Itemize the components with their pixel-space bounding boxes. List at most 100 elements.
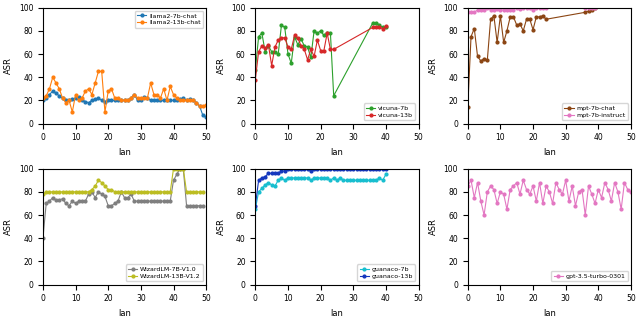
- WizardLM-13B-V1.2: [75, 190, 83, 194]
- guanaco-13b: [346, 167, 354, 171]
- WizardLM-7B-V1.0: [98, 192, 106, 196]
- WizardLM-13B-V1.2: [49, 190, 56, 194]
- mpt-7b-instruct: [470, 10, 478, 14]
- guanaco-7b: [382, 173, 390, 176]
- WizardLM-13B-V1.2: [121, 190, 129, 194]
- mpt-7b-chat: [588, 8, 596, 12]
- WizardLM-7B-V1.0: [147, 199, 154, 203]
- WizardLM-7B-V1.0: [117, 190, 125, 194]
- WizardLM-7B-V1.0: [59, 197, 67, 201]
- WizardLM-7B-V1.0: [154, 199, 161, 203]
- Line: mpt-7b-chat: mpt-7b-chat: [467, 6, 596, 109]
- WizardLM-7B-V1.0: [157, 199, 164, 203]
- WizardLM-13B-V1.2: [56, 190, 63, 194]
- mpt-7b-chat: [523, 17, 531, 21]
- vicuna-7b: [376, 23, 383, 27]
- Legend: mpt-7b-chat, mpt-7b-instruct: mpt-7b-chat, mpt-7b-instruct: [562, 103, 628, 120]
- guanaco-13b: [258, 176, 266, 180]
- WizardLM-13B-V1.2: [88, 188, 96, 192]
- gpt-3.5-turbo-0301: [520, 178, 527, 182]
- mpt-7b-instruct: [474, 8, 481, 12]
- vicuna-13b: [294, 36, 301, 40]
- vicuna-13b: [304, 58, 312, 62]
- vicuna-7b: [330, 94, 337, 98]
- WizardLM-13B-V1.2: [98, 181, 106, 185]
- X-axis label: lan: lan: [118, 309, 131, 318]
- vicuna-7b: [287, 62, 295, 65]
- guanaco-13b: [365, 167, 373, 171]
- vicuna-7b: [372, 21, 380, 25]
- guanaco-7b: [359, 178, 367, 182]
- llama2-13b-chat: [98, 70, 106, 73]
- WizardLM-13B-V1.2: [92, 184, 99, 188]
- guanaco-13b: [369, 167, 377, 171]
- vicuna-13b: [258, 44, 266, 48]
- llama2-7b-chat: [39, 99, 47, 102]
- WizardLM-13B-V1.2: [52, 190, 60, 194]
- Legend: WizardLM-7B-V1.0, WizardLM-13B-V1.2: WizardLM-7B-V1.0, WizardLM-13B-V1.2: [125, 264, 203, 281]
- WizardLM-13B-V1.2: [111, 190, 118, 194]
- mpt-7b-instruct: [526, 6, 534, 10]
- mpt-7b-instruct: [581, 6, 589, 10]
- guanaco-7b: [271, 184, 279, 188]
- WizardLM-7B-V1.0: [140, 199, 148, 203]
- guanaco-13b: [356, 167, 364, 171]
- guanaco-13b: [340, 167, 348, 171]
- X-axis label: lan: lan: [330, 309, 344, 318]
- X-axis label: lan: lan: [543, 309, 556, 318]
- WizardLM-7B-V1.0: [199, 204, 207, 208]
- mpt-7b-instruct: [506, 8, 514, 12]
- mpt-7b-instruct: [532, 6, 540, 10]
- vicuna-13b: [284, 45, 292, 49]
- gpt-3.5-turbo-0301: [506, 188, 514, 192]
- guanaco-7b: [294, 176, 301, 180]
- guanaco-7b: [326, 178, 334, 182]
- mpt-7b-instruct: [529, 8, 537, 12]
- mpt-7b-instruct: [591, 6, 599, 10]
- guanaco-13b: [323, 167, 331, 171]
- mpt-7b-instruct: [503, 8, 511, 12]
- WizardLM-7B-V1.0: [68, 199, 76, 203]
- guanaco-7b: [255, 190, 262, 194]
- Line: mpt-7b-instruct: mpt-7b-instruct: [467, 6, 596, 14]
- vicuna-13b: [326, 47, 334, 51]
- guanaco-7b: [346, 178, 354, 182]
- X-axis label: lan: lan: [543, 148, 556, 157]
- guanaco-13b: [294, 167, 301, 171]
- Line: gpt-3.5-turbo-0301: gpt-3.5-turbo-0301: [467, 179, 632, 216]
- gpt-3.5-turbo-0301: [464, 184, 472, 188]
- mpt-7b-chat: [539, 14, 547, 18]
- WizardLM-13B-V1.2: [134, 190, 141, 194]
- WizardLM-7B-V1.0: [182, 204, 190, 208]
- guanaco-7b: [264, 181, 272, 185]
- mpt-7b-chat: [490, 14, 498, 18]
- guanaco-7b: [297, 176, 305, 180]
- WizardLM-7B-V1.0: [108, 204, 115, 208]
- guanaco-13b: [376, 167, 383, 171]
- Line: vicuna-7b: vicuna-7b: [254, 21, 387, 97]
- vicuna-13b: [379, 27, 387, 31]
- X-axis label: lan: lan: [330, 148, 344, 157]
- WizardLM-13B-V1.2: [163, 190, 171, 194]
- mpt-7b-chat: [591, 6, 599, 10]
- mpt-7b-chat: [520, 29, 527, 33]
- llama2-7b-chat: [78, 99, 86, 102]
- mpt-7b-chat: [467, 35, 475, 39]
- vicuna-13b: [291, 33, 298, 37]
- WizardLM-7B-V1.0: [193, 204, 200, 208]
- mpt-7b-instruct: [542, 6, 550, 10]
- guanaco-13b: [278, 169, 285, 173]
- WizardLM-13B-V1.2: [101, 184, 109, 188]
- guanaco-13b: [261, 175, 269, 179]
- vicuna-7b: [323, 31, 331, 35]
- WizardLM-7B-V1.0: [65, 204, 73, 208]
- mpt-7b-chat: [487, 17, 495, 21]
- gpt-3.5-turbo-0301: [627, 190, 635, 194]
- mpt-7b-instruct: [467, 10, 475, 14]
- guanaco-7b: [349, 178, 357, 182]
- guanaco-7b: [340, 178, 348, 182]
- WizardLM-13B-V1.2: [114, 190, 122, 194]
- guanaco-7b: [323, 176, 331, 180]
- gpt-3.5-turbo-0301: [588, 192, 596, 196]
- vicuna-13b: [382, 24, 390, 28]
